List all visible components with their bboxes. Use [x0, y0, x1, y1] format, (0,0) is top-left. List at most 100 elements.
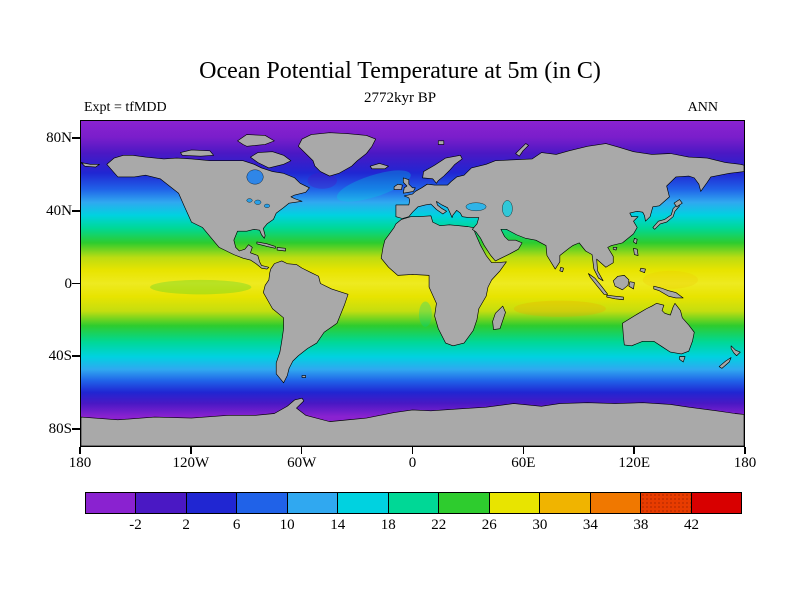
- colorbar-tick-label: 26: [481, 517, 497, 533]
- colorbar-cell: [489, 493, 541, 513]
- lon-tick-label: 120W: [172, 455, 210, 471]
- landmass-tasmania: [679, 356, 686, 363]
- labrador-cold-water: [307, 172, 337, 189]
- colorbar-cell: [136, 493, 187, 513]
- great-lake-east: [264, 203, 270, 208]
- colorbar-tick-label: 2: [182, 517, 190, 533]
- ocean-current-anomalies: [150, 170, 698, 327]
- colorbar-cell: [86, 493, 137, 513]
- colorbar-tick-label: 34: [582, 517, 598, 533]
- landmass-arabia-japan-honshu: [652, 203, 680, 230]
- landmass-svalbard: [437, 140, 445, 145]
- lat-tick-label: 80N: [46, 130, 72, 147]
- benguela-cool-water: [418, 301, 432, 327]
- colorbar-tick-label: 10: [279, 517, 295, 533]
- landmass-antarctica: [81, 397, 744, 446]
- lon-tick-label: 180: [733, 455, 757, 471]
- colorbar: [85, 492, 742, 514]
- landmass-iceland: [369, 163, 389, 170]
- landmass-hispaniola: [276, 247, 286, 252]
- landmass-hainan: [612, 247, 618, 251]
- landmass-new-zealand-south: [718, 357, 732, 369]
- lon-tick-mark: [190, 447, 192, 454]
- continents: [81, 132, 744, 446]
- landmass-sulawesi: [628, 281, 635, 290]
- landmass-eurasia: [395, 143, 744, 282]
- landmass-borneo: [612, 275, 630, 291]
- landmass-sumatra: [588, 273, 609, 295]
- landmass-ellesmere-island: [237, 134, 275, 147]
- colorbar-cell: [338, 493, 389, 513]
- hudson-bay: [246, 169, 264, 185]
- landmass-luzon: [633, 247, 639, 256]
- landmass-scandinavia: [422, 154, 463, 184]
- lat-tick-mark: [72, 210, 80, 212]
- colorbar-cell: [691, 493, 742, 513]
- landmass-madagascar: [492, 305, 506, 330]
- landmass-sri-lanka: [559, 266, 564, 273]
- lat-tick-label: 40N: [46, 202, 72, 219]
- lon-tick-mark: [411, 447, 414, 454]
- lon-tick-mark: [633, 447, 635, 454]
- north-atlantic-warm-tongue: [336, 170, 411, 202]
- lat-tick-mark: [72, 428, 80, 430]
- landmass-ireland: [393, 183, 403, 190]
- colorbar-cell: [287, 493, 339, 513]
- lon-tick-label: 0: [408, 455, 417, 471]
- lon-tick-label: 120E: [618, 455, 650, 471]
- landmass-greenland: [297, 132, 376, 177]
- colorbar-cell: [590, 493, 642, 513]
- map-canvas: [81, 121, 744, 446]
- landmass-falklands: [301, 375, 307, 378]
- caspian-sea: [502, 200, 513, 217]
- chart-subtitle: 2772kyr BP: [363, 90, 437, 106]
- colorbar-cell: [388, 493, 440, 513]
- colorbar-cell: [540, 493, 591, 513]
- colorbar-tick-label: 30: [532, 517, 548, 533]
- lat-tick-label: 40S: [48, 348, 72, 365]
- colorbar-cell: [237, 493, 288, 513]
- lon-tick-label: 180: [68, 455, 92, 471]
- landmass-new-guinea: [653, 285, 684, 299]
- chart-title: Ocean Potential Temperature at 5m (in C): [199, 58, 601, 84]
- colorbar-tick-label: 38: [633, 517, 649, 533]
- landmass-cuba: [256, 241, 276, 249]
- world-map: [80, 120, 745, 447]
- lat-tick-mark: [72, 355, 80, 357]
- great-lake-central: [254, 199, 262, 205]
- experiment-label: Expt = tfMDD: [84, 100, 167, 115]
- landmass-new-zealand-north: [730, 345, 741, 357]
- colorbar-cell: [641, 493, 692, 513]
- lat-tick-mark: [72, 137, 80, 139]
- landmass-taiwan: [633, 238, 638, 245]
- lat-tick-mark: [72, 282, 80, 285]
- lon-tick-mark: [79, 447, 81, 454]
- colorbar-cell: [186, 493, 238, 513]
- landmass-hokkaido: [673, 199, 683, 208]
- landmass-java: [606, 294, 624, 301]
- lon-tick-mark: [300, 447, 303, 454]
- lon-tick-mark: [744, 447, 746, 454]
- landmass-mindanao: [639, 267, 646, 273]
- landmass-victoria-island: [180, 149, 214, 157]
- landmass-north-america: [106, 154, 310, 270]
- lon-tick-label: 60E: [511, 455, 536, 471]
- indian-ocean-warm-pool: [513, 300, 606, 317]
- season-label: ANN: [687, 100, 718, 115]
- lat-tick-label: 0: [64, 275, 73, 292]
- landmass-great-britain: [402, 177, 416, 194]
- lon-tick-mark: [522, 447, 525, 454]
- colorbar-tick-label: 22: [431, 517, 447, 533]
- west-pacific-warm-pool: [642, 270, 698, 289]
- great-lake-west: [246, 198, 253, 203]
- landmass-africa: [380, 215, 507, 347]
- lon-tick-label: 60W: [287, 455, 317, 471]
- colorbar-labels: -2 2 6 10 14 18 22 26 30 34 38 42: [85, 517, 742, 537]
- landmass-australia: [622, 303, 695, 355]
- east-pacific-cool-tongue: [150, 279, 252, 295]
- colorbar-tick-label: 18: [380, 517, 396, 533]
- colorbar-tick-label: 14: [330, 517, 346, 533]
- lat-tick-label: 80S: [48, 420, 72, 437]
- colorbar-tick-label: 42: [683, 517, 699, 533]
